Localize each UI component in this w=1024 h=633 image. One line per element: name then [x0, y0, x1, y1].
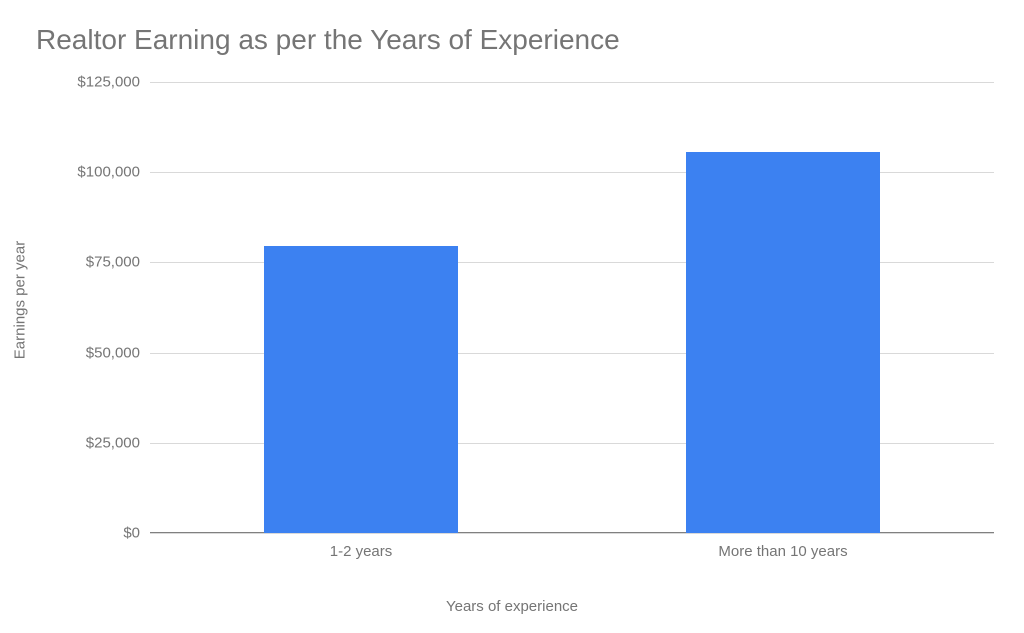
x-tick-label: 1-2 years — [330, 533, 393, 560]
y-tick-label: $75,000 — [86, 254, 150, 271]
x-axis-title: Years of experience — [0, 598, 1024, 615]
chart-title: Realtor Earning as per the Years of Expe… — [36, 24, 620, 56]
y-tick-label: $0 — [123, 525, 150, 542]
bar — [264, 246, 458, 533]
x-tick-label: More than 10 years — [718, 533, 847, 560]
bar-chart: Realtor Earning as per the Years of Expe… — [0, 0, 1024, 633]
y-tick-label: $125,000 — [77, 74, 150, 91]
bar — [686, 152, 880, 533]
y-tick-label: $100,000 — [77, 164, 150, 181]
grid-line — [150, 533, 994, 534]
grid-line — [150, 82, 994, 83]
y-tick-label: $25,000 — [86, 434, 150, 451]
y-tick-label: $50,000 — [86, 344, 150, 361]
plot-area: $0$25,000$50,000$75,000$100,000$125,0001… — [150, 82, 994, 533]
